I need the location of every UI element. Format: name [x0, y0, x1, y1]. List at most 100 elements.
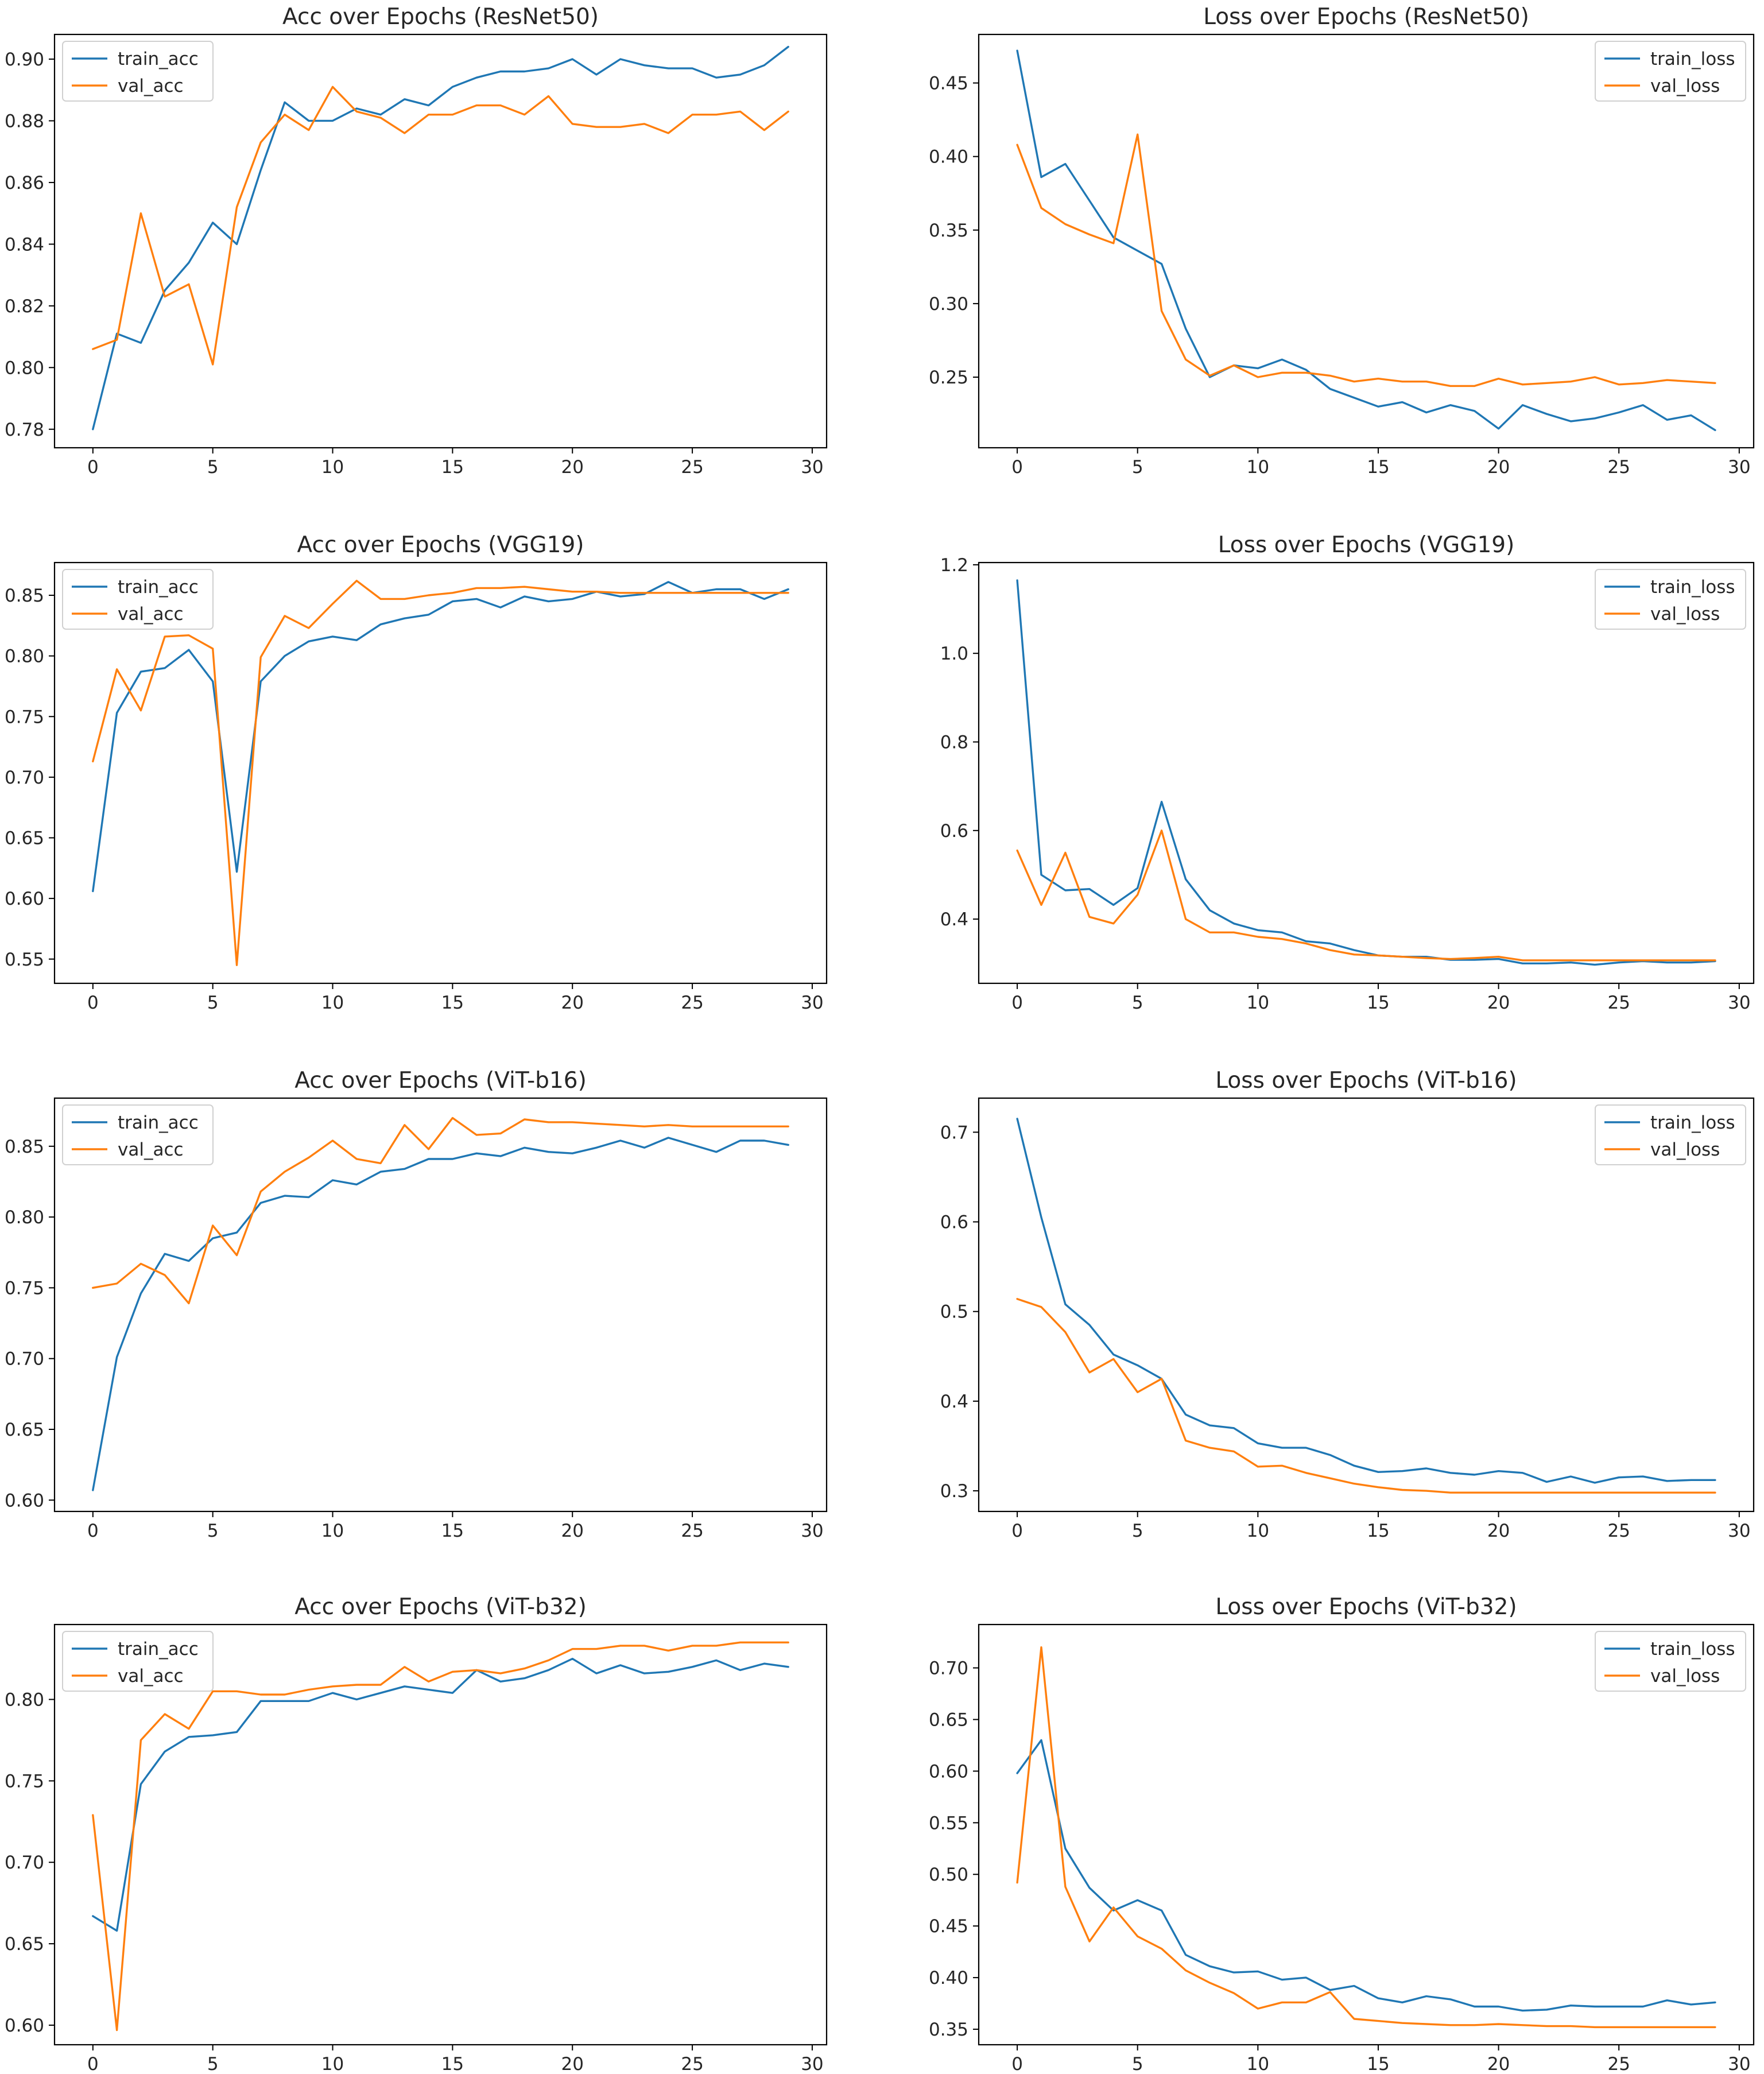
y-tick-label: 0.3: [940, 1481, 968, 1502]
legend-label: val_loss: [1650, 604, 1720, 625]
x-tick-label: 15: [441, 1521, 464, 1541]
chart-title: Loss over Epochs (ResNet50): [1203, 4, 1529, 30]
legend-label: val_acc: [118, 76, 184, 96]
legend-label: train_acc: [118, 1112, 199, 1133]
y-tick-label: 0.40: [929, 147, 968, 168]
y-tick-label: 0.70: [5, 767, 44, 788]
x-tick-label: 5: [207, 457, 219, 478]
x-tick-label: 20: [1487, 2054, 1510, 2074]
legend-label: train_loss: [1650, 1639, 1735, 1660]
x-tick-label: 20: [1487, 1521, 1510, 1541]
y-tick-label: 0.82: [5, 296, 44, 317]
y-tick-label: 0.85: [5, 586, 44, 606]
x-tick-label: 15: [1367, 993, 1389, 1013]
series-line-train_acc: [92, 45, 789, 431]
y-tick-label: 0.80: [5, 1207, 44, 1228]
y-tick-label: 0.25: [929, 367, 968, 388]
series-line-val_acc: [92, 1641, 789, 2032]
x-tick-label: 20: [561, 457, 584, 478]
x-tick-label: 30: [801, 457, 823, 478]
x-tick-label: 5: [1132, 993, 1143, 1013]
x-tick-label: 15: [441, 2054, 464, 2074]
axes-frame: [53, 1623, 828, 2046]
legend-label: val_acc: [118, 1139, 184, 1160]
x-tick-label: 0: [87, 457, 99, 478]
axes-frame: [53, 1097, 828, 1513]
chart-panel: Loss over Epochs (VGG19) 0 5 10 15 20 25 30 0.4 0…: [940, 532, 1755, 1013]
x-tick-label: 10: [1247, 2054, 1269, 2074]
chart-title: Acc over Epochs (ViT-b32): [294, 1594, 587, 1620]
x-tick-label: 15: [1367, 457, 1389, 478]
y-tick-label: 0.86: [5, 173, 44, 193]
y-tick-label: 0.60: [929, 1761, 968, 1782]
series-line-train_acc: [92, 1137, 789, 1491]
legend: train_loss val_loss: [1595, 569, 1746, 630]
x-tick-label: 20: [561, 1521, 584, 1541]
x-tick-label: 0: [1011, 2054, 1023, 2074]
x-tick-label: 20: [561, 993, 584, 1013]
chart-title: Acc over Epochs (ResNet50): [282, 4, 599, 30]
y-tick-label: 0.35: [929, 2019, 968, 2040]
y-tick-label: 0.70: [5, 1852, 44, 1873]
legend: train_loss val_loss: [1595, 41, 1746, 102]
y-tick-label: 0.84: [5, 234, 44, 255]
legend: train_acc val_acc: [62, 1631, 214, 1692]
axes-frame: [978, 561, 1755, 984]
x-tick-label: 0: [1011, 993, 1023, 1013]
x-tick-label: 30: [1728, 1521, 1750, 1541]
legend-label: train_loss: [1650, 49, 1735, 69]
x-tick-label: 15: [441, 993, 464, 1013]
y-tick-label: 0.40: [929, 1968, 968, 1988]
legend-label: val_loss: [1650, 1666, 1720, 1687]
y-tick-label: 0.88: [5, 111, 44, 131]
x-tick-label: 20: [1487, 457, 1510, 478]
x-tick-label: 15: [441, 457, 464, 478]
y-tick-label: 0.75: [5, 707, 44, 727]
x-tick-label: 15: [1367, 2054, 1389, 2074]
x-tick-label: 5: [1132, 457, 1143, 478]
series-line-train_loss: [1016, 1739, 1716, 2012]
y-tick-label: 0.45: [929, 73, 968, 94]
x-tick-label: 0: [87, 993, 99, 1013]
chart-title: Acc over Epochs (VGG19): [297, 532, 584, 558]
x-tick-label: 25: [1607, 1521, 1630, 1541]
x-tick-label: 30: [1728, 457, 1750, 478]
chart-title: Acc over Epochs (ViT-b16): [294, 1068, 587, 1094]
axes-frame: [978, 1097, 1755, 1513]
series-line-train_loss: [1016, 1118, 1716, 1484]
legend-label: val_loss: [1650, 76, 1720, 96]
chart-panel: Acc over Epochs (ViT-b16) 0 5 10 15 20 25 30 0.6…: [5, 1068, 828, 1541]
x-tick-label: 10: [321, 2054, 344, 2074]
x-tick-label: 30: [1728, 993, 1750, 1013]
y-tick-label: 0.90: [5, 49, 44, 70]
y-tick-label: 0.4: [940, 1391, 968, 1412]
x-tick-label: 5: [207, 1521, 219, 1541]
y-tick-label: 0.80: [5, 358, 44, 378]
x-tick-label: 10: [321, 1521, 344, 1541]
y-tick-label: 1.2: [940, 555, 968, 576]
x-tick-label: 30: [801, 2054, 823, 2074]
x-tick-label: 0: [87, 2054, 99, 2074]
chart-panel: Acc over Epochs (ResNet50) 0 5 10 15 20 25 30 0.…: [5, 4, 828, 478]
series-line-val_acc: [92, 86, 789, 366]
y-tick-label: 0.60: [5, 2015, 44, 2036]
x-tick-label: 10: [1247, 457, 1269, 478]
y-tick-label: 0.7: [940, 1122, 968, 1143]
y-tick-label: 0.65: [5, 1420, 44, 1440]
axes-frame: [53, 33, 828, 449]
y-tick-label: 0.80: [5, 1690, 44, 1711]
axes-frame: [53, 561, 828, 984]
x-tick-label: 25: [681, 457, 703, 478]
series-line-val_loss: [1016, 829, 1716, 962]
x-tick-label: 10: [321, 993, 344, 1013]
series-line-val_loss: [1016, 1646, 1716, 2029]
x-tick-label: 0: [1011, 457, 1023, 478]
y-tick-label: 0.65: [5, 1934, 44, 1955]
y-tick-label: 0.45: [929, 1916, 968, 1937]
series-line-val_acc: [92, 580, 789, 967]
legend-label: val_acc: [118, 1666, 184, 1687]
y-tick-label: 0.30: [929, 294, 968, 315]
x-tick-label: 10: [321, 457, 344, 478]
y-tick-label: 0.5: [940, 1302, 968, 1323]
